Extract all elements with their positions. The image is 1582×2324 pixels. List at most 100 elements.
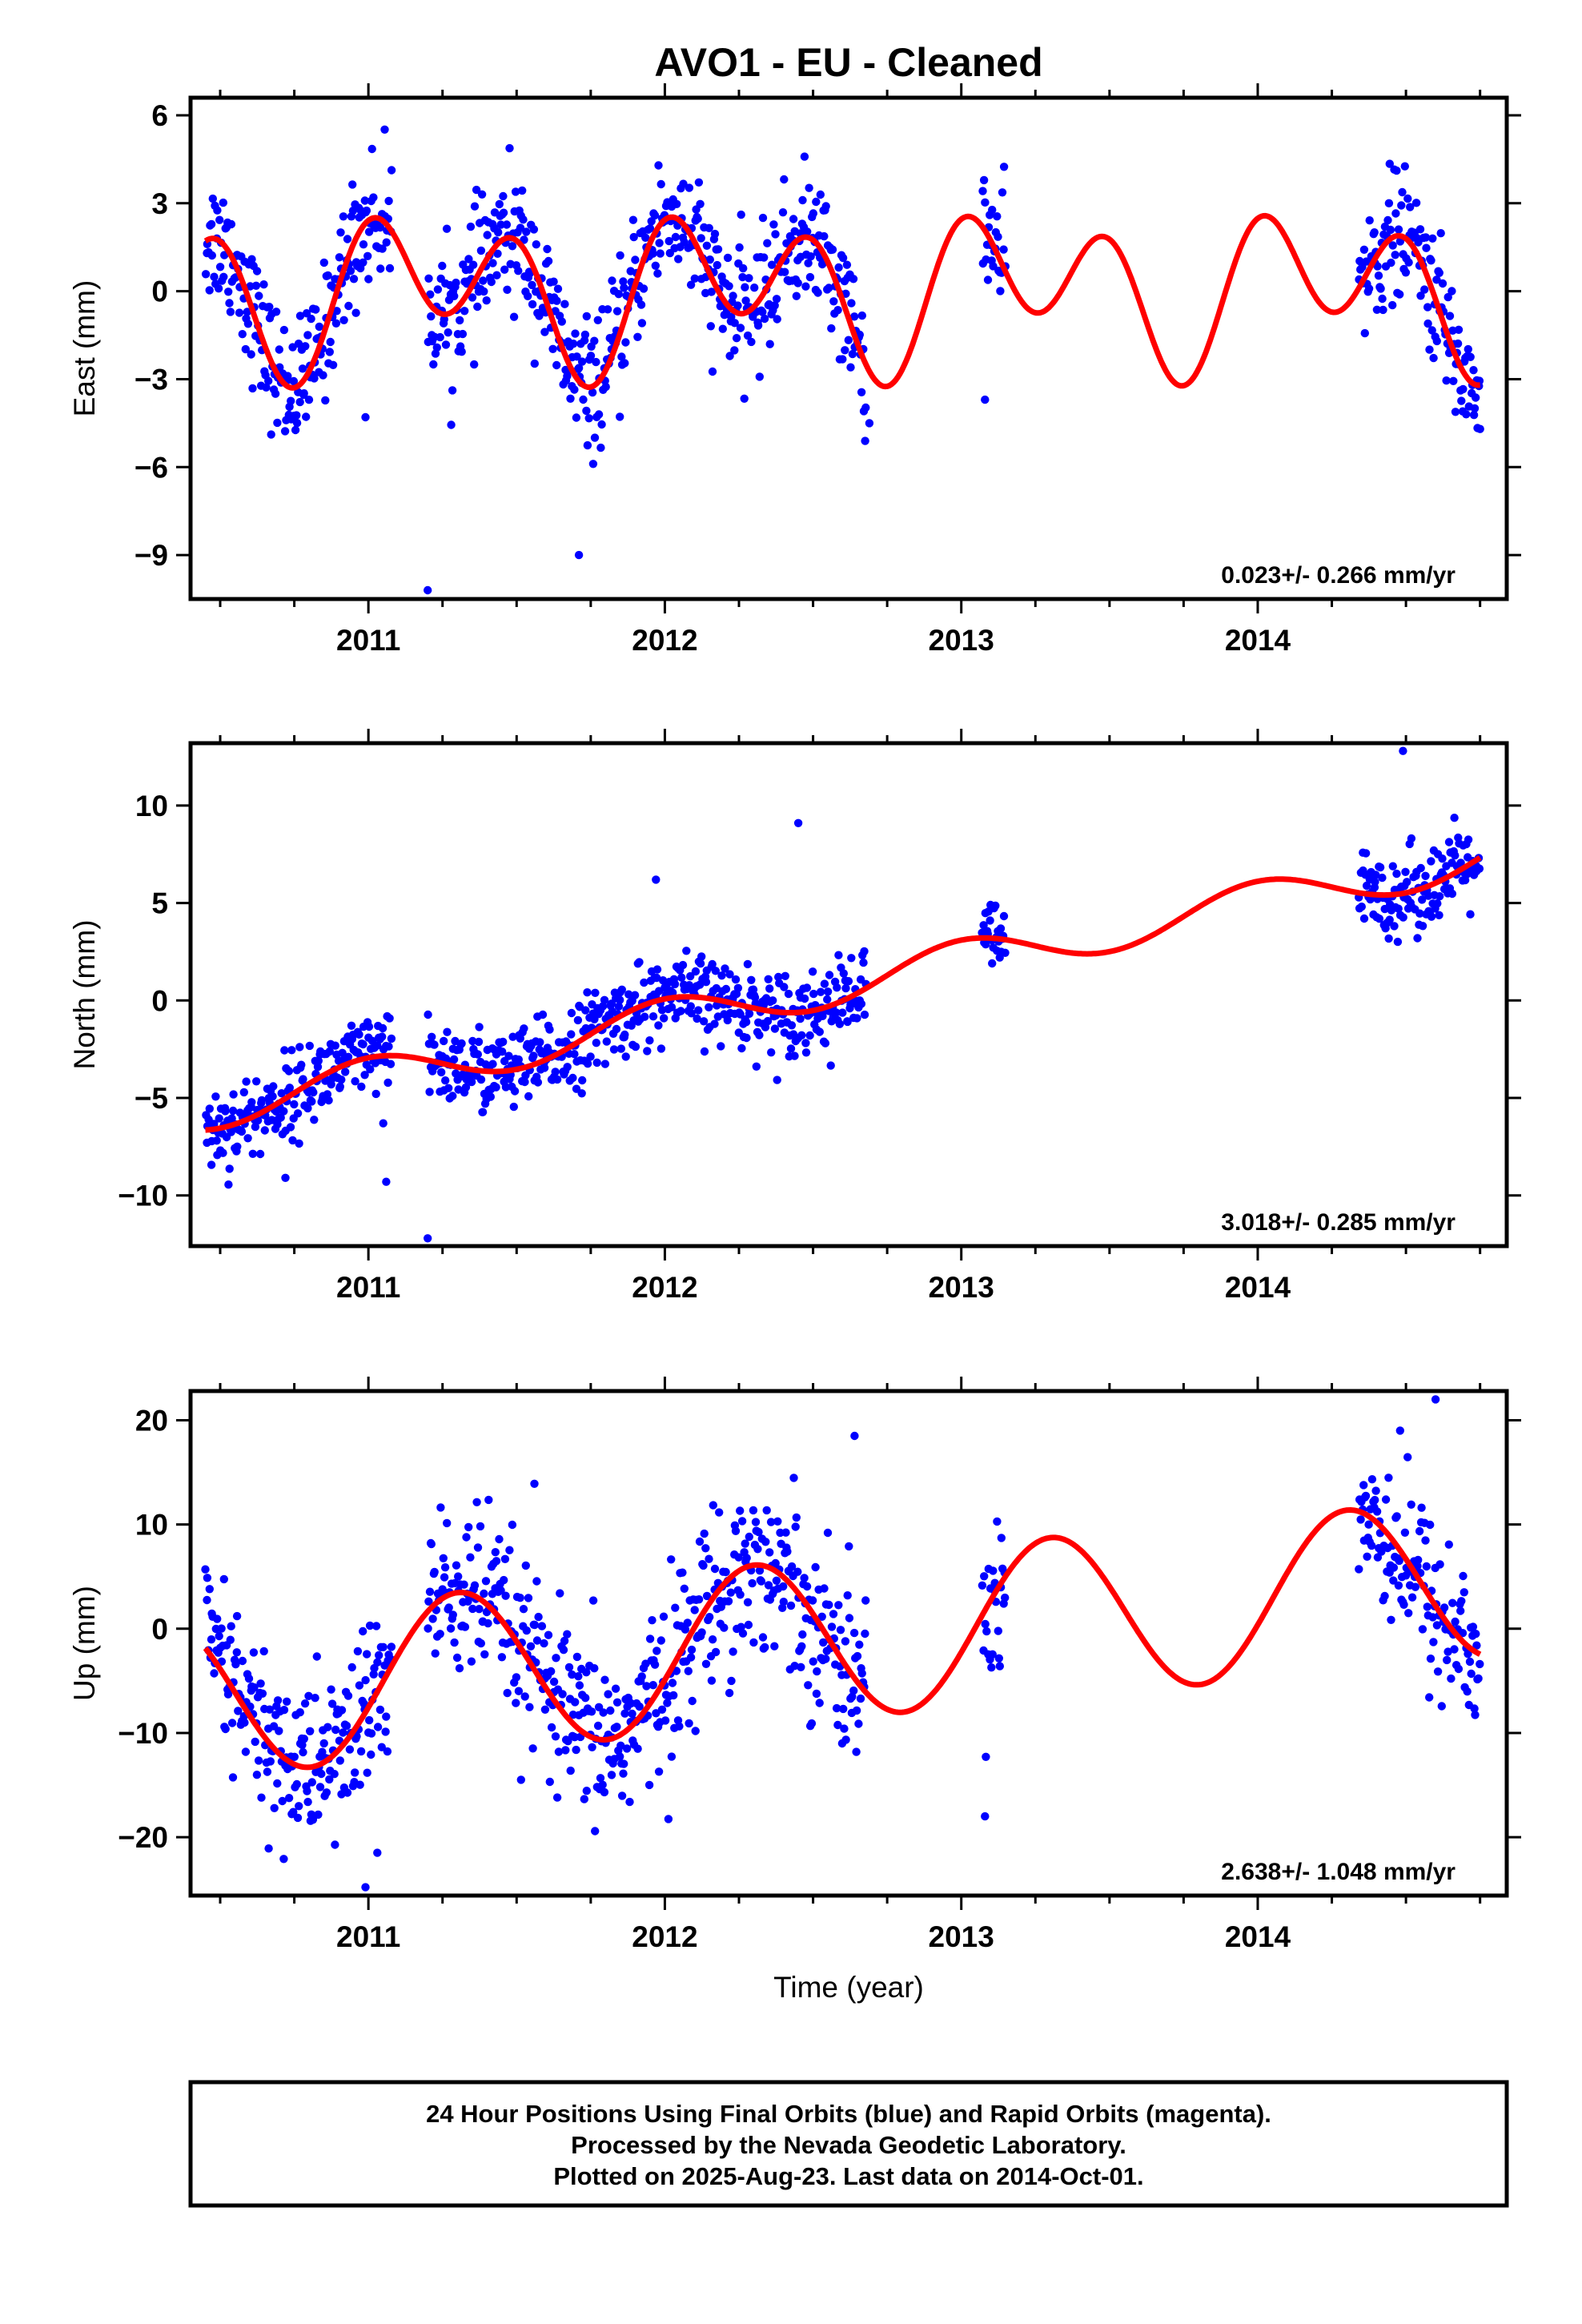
up-data-point (607, 1771, 616, 1779)
east-data-point (590, 433, 600, 442)
up-data-point (758, 1633, 768, 1642)
east-data-point (844, 336, 853, 344)
up-data-point (473, 1543, 483, 1552)
north-data-point (252, 1077, 261, 1086)
up-data-point (331, 1840, 339, 1849)
up-data-point (598, 1780, 607, 1789)
north-data-point (1371, 870, 1380, 879)
north-data-point (331, 1041, 339, 1050)
up-data-point (807, 1719, 817, 1728)
north-data-point (229, 1090, 238, 1099)
up-data-point (820, 1584, 829, 1593)
up-data-point (729, 1647, 737, 1656)
east-data-point (248, 384, 257, 393)
north-data-point (492, 1083, 500, 1092)
east-data-point (633, 332, 642, 341)
up-data-point (1380, 1591, 1389, 1601)
up-data-point (524, 1594, 533, 1602)
up-data-point (841, 1637, 850, 1646)
east-data-point (311, 305, 320, 314)
up-data-point (701, 1544, 710, 1553)
east-data-point (226, 308, 235, 316)
up-data-point (684, 1667, 693, 1675)
up-data-point (854, 1719, 863, 1728)
east-x-tick-label: 2014 (1225, 624, 1291, 657)
north-y-tick-label: 0 (151, 984, 168, 1017)
east-data-point (472, 185, 481, 195)
up-data-point (590, 1664, 599, 1673)
east-data-point (494, 227, 503, 237)
up-data-point (544, 1630, 553, 1639)
north-data-point (293, 1109, 303, 1118)
up-data-point (811, 1562, 820, 1572)
east-data-point (349, 275, 359, 283)
up-data-point (1367, 1541, 1376, 1550)
north-x-tick-label: 2012 (632, 1271, 697, 1304)
up-data-point (500, 1554, 510, 1564)
up-data-point (791, 1522, 800, 1531)
north-data-point (237, 1127, 247, 1136)
east-data-point (718, 324, 727, 333)
up-data-point (657, 1705, 667, 1714)
up-data-point (468, 1604, 477, 1614)
north-data-point (552, 1075, 562, 1084)
up-data-point (526, 1642, 536, 1651)
north-data-point (705, 1003, 713, 1012)
up-data-point (833, 1720, 842, 1730)
north-data-point (769, 996, 777, 1005)
up-data-point (519, 1605, 528, 1614)
east-data-point (466, 222, 476, 231)
up-data-point (258, 1689, 267, 1698)
up-data-point (351, 1768, 359, 1777)
east-data-point (847, 299, 856, 308)
up-data-point (642, 1682, 651, 1691)
east-data-point (468, 293, 477, 302)
north-data-point (498, 1047, 507, 1056)
north-data-point (247, 1098, 256, 1107)
north-data-point (591, 988, 600, 998)
up-data-point (213, 1614, 222, 1623)
east-data-point (641, 233, 650, 242)
east-data-point (758, 308, 767, 316)
east-data-point (729, 292, 737, 300)
east-data-point (705, 223, 713, 232)
north-data-point (443, 1027, 452, 1036)
east-data-point (438, 261, 447, 271)
east-data-point (287, 396, 295, 405)
east-data-point (1464, 344, 1473, 354)
up-data-point (491, 1548, 500, 1557)
north-x-tick-label: 2013 (929, 1271, 994, 1304)
up-y-tick-label: −10 (118, 1717, 168, 1750)
up-data-point (460, 1580, 468, 1589)
east-data-point (264, 376, 273, 385)
up-data-point (792, 1513, 801, 1522)
east-data-point (697, 234, 705, 243)
north-data-point (583, 1059, 592, 1068)
north-data-point (838, 1008, 847, 1017)
up-data-point (667, 1752, 677, 1761)
east-data-point (996, 287, 1005, 296)
north-data-point (800, 994, 809, 1003)
north-data-point (1393, 937, 1403, 947)
north-data-point (207, 1160, 216, 1169)
east-data-point (279, 325, 289, 335)
up-data-point (845, 1614, 854, 1622)
east-data-point (769, 220, 778, 229)
east-data-point (552, 360, 561, 370)
north-data-point (441, 1076, 450, 1085)
up-data-point (817, 1612, 826, 1622)
east-data-point (772, 295, 781, 304)
up-data-point (439, 1554, 448, 1563)
north-data-point (612, 1024, 621, 1034)
east-data-point (778, 208, 788, 217)
north-data-point (1357, 903, 1367, 911)
east-data-point (346, 267, 355, 275)
east-data-point (590, 336, 599, 345)
up-data-point (761, 1538, 770, 1546)
north-data-point (248, 1149, 257, 1159)
east-data-point (978, 187, 987, 195)
up-data-point (720, 1623, 729, 1632)
up-data-point (250, 1683, 259, 1692)
north-outlier-point (424, 1234, 432, 1243)
north-data-point (609, 1045, 619, 1054)
